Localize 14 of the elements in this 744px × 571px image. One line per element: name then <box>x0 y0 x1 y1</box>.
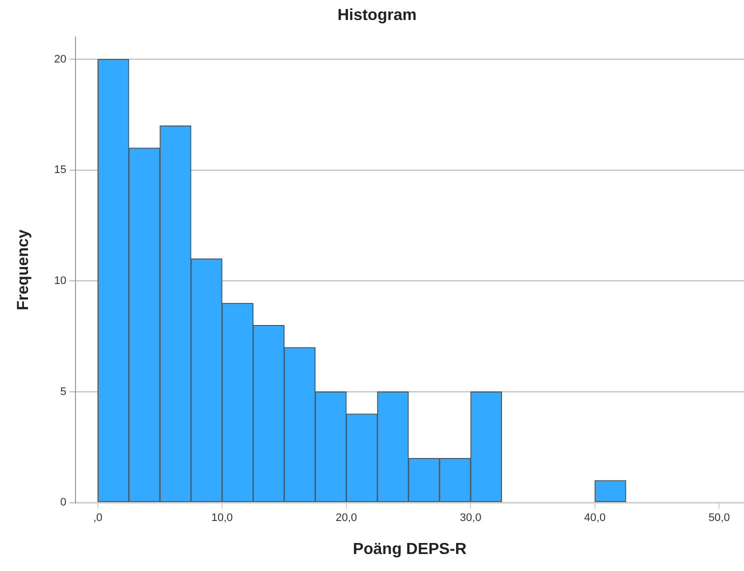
x-tick-label: 40,0 <box>584 512 606 524</box>
y-tick-label: 5 <box>60 386 66 398</box>
y-tick-label: 15 <box>54 164 66 176</box>
x-tick-label: 10,0 <box>211 512 233 524</box>
x-tick-label: 30,0 <box>460 512 482 524</box>
y-tick-label: 0 <box>60 496 66 509</box>
chart-title: Histogram <box>337 7 417 24</box>
x-tick-label: 50,0 <box>708 512 730 524</box>
x-axis-title: Poäng DEPS-R <box>352 540 468 558</box>
y-axis-title: Frequency <box>15 229 32 310</box>
x-tick-label: 20,0 <box>336 512 358 524</box>
y-tick-label: 10 <box>54 275 66 288</box>
x-tick-label: ,0 <box>93 512 102 524</box>
y-tick-label: 20 <box>54 53 66 66</box>
